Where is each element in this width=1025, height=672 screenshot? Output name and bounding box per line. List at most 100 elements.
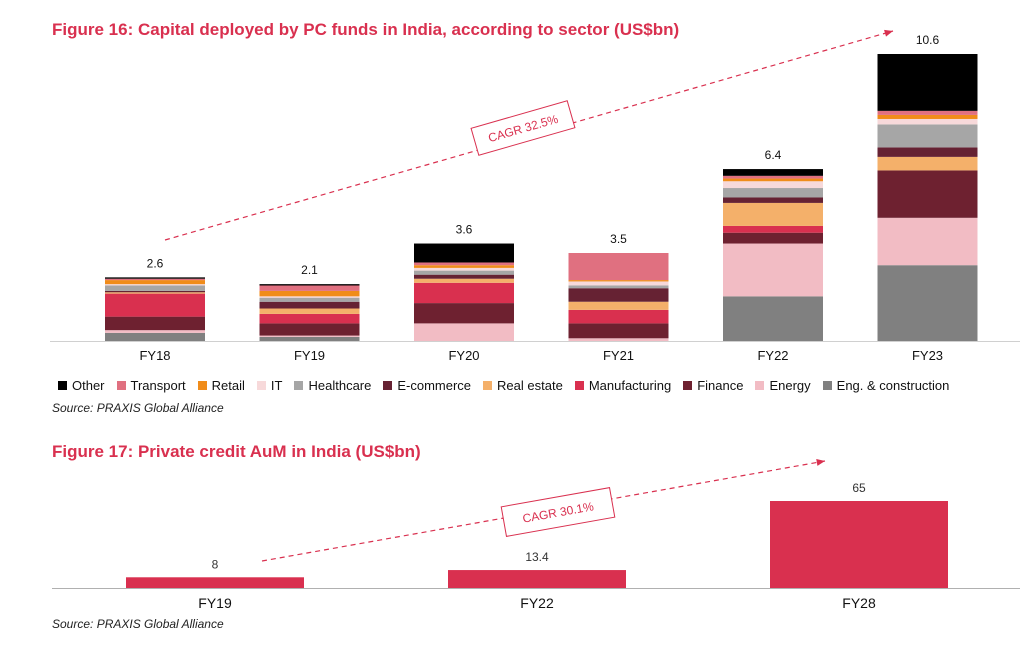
x-tick-label-2-fy19: FY19: [198, 595, 232, 611]
figure16-title: Figure 16: Capital deployed by PC funds …: [52, 20, 680, 39]
bar-segment-fy22-manufacturing: [723, 225, 823, 233]
bar-segment-fy21-energy: [568, 338, 669, 341]
legend-item-retail: Retail: [197, 378, 245, 393]
legend-swatch-e-commerce: [383, 381, 393, 390]
legend-swatch-manufacturing: [574, 381, 584, 390]
bar-segment-fy18-energy: [105, 330, 205, 333]
cagr-arrow-head-2: [816, 458, 825, 466]
bar-segment-fy18-real-estate: [105, 292, 205, 294]
bar-segment-fy21-retail: [568, 280, 669, 282]
value-label-fy19: 8: [212, 557, 219, 571]
bar-segment-fy19-finance: [259, 323, 360, 336]
cagr-box-2: [500, 487, 616, 537]
legend-swatch-retail: [197, 381, 207, 390]
total-label-fy18: 2.6: [147, 256, 164, 270]
x-tick-label-fy19: FY19: [294, 348, 325, 363]
bar-segment-fy19-it: [259, 296, 360, 298]
legend-item-other: Other: [58, 378, 105, 393]
bar-segment-fy22-retail: [723, 178, 823, 182]
bar-fy28: [770, 501, 948, 588]
bar-segment-fy22-healthcare: [723, 188, 823, 198]
x-tick-label-2-fy28: FY28: [842, 595, 876, 611]
bar-segment-fy23-eng-construction: [877, 265, 978, 341]
bar-segment-fy18-manufacturing: [105, 293, 205, 317]
bar-segment-fy18-healthcare: [105, 285, 205, 291]
bar-segment-fy23-it: [877, 118, 978, 125]
legend-label-healthcare: Healthcare: [308, 378, 372, 393]
bar-segment-fy21-real-estate: [568, 301, 669, 310]
legend-item-energy: Energy: [755, 378, 811, 393]
legend-swatch-energy: [755, 381, 765, 390]
x-tick-label-fy18: FY18: [139, 348, 170, 363]
bar-segment-fy19-other: [259, 284, 360, 286]
legend-swatch-finance: [683, 381, 693, 390]
bar-segment-fy18-e-commerce: [105, 290, 205, 293]
bar-segment-fy20-other: [414, 243, 514, 263]
legend-label-it: IT: [270, 378, 283, 393]
figure17-title: Figure 17: Private credit AuM in India (…: [52, 442, 421, 461]
bar-segment-fy23-retail: [877, 114, 978, 119]
legend-item-transport: Transport: [116, 378, 186, 393]
bar-segment-fy22-transport: [723, 175, 823, 179]
legend-item-healthcare: Healthcare: [294, 378, 371, 393]
total-label-fy19: 2.1: [301, 263, 318, 277]
bar-segment-fy23-other: [877, 54, 978, 111]
bar-segment-fy20-real-estate: [414, 278, 514, 283]
bar-segment-fy20-it: [414, 267, 514, 271]
bar-segment-fy19-manufacturing: [259, 313, 360, 324]
figure16-chart: 2.6 FY18 2.1 FY19 3.6 FY20 3.5 FY21 6.4 FY22 10.6 F…: [50, 29, 1020, 363]
figure16-source: Source: PRAXIS Global Alliance: [52, 401, 224, 415]
bar-segment-fy21-finance: [568, 323, 669, 339]
total-label-fy20: 3.6: [456, 223, 473, 237]
bar-fy19: [126, 577, 304, 588]
bar-segment-fy19-real-estate: [259, 308, 360, 314]
bar-segment-fy18-other: [105, 277, 205, 279]
x-tick-label-fy23: FY23: [912, 348, 943, 363]
bar-segment-fy20-manufacturing: [414, 282, 514, 304]
bar-segment-fy23-real-estate: [877, 156, 978, 171]
bar-segment-fy21-transport: [568, 253, 669, 281]
bar-segment-fy20-energy: [414, 323, 514, 341]
bar-segment-fy22-other: [723, 169, 823, 176]
bar-segment-fy22-finance: [723, 232, 823, 244]
total-label-fy21: 3.5: [610, 232, 627, 246]
legend-label-e-commerce: E-commerce: [397, 378, 472, 393]
bar-segment-fy20-healthcare: [414, 270, 514, 275]
bar-segment-fy18-it: [105, 284, 205, 286]
legend-swatch-other: [58, 381, 67, 390]
legend-label-finance: Finance: [697, 378, 744, 393]
bar-segment-fy20-finance: [414, 303, 514, 324]
legend-swatch-healthcare: [294, 381, 304, 390]
bar-segment-fy18-retail: [105, 280, 205, 285]
bar-segment-fy23-transport: [877, 110, 978, 115]
legend-label-other: Other: [72, 378, 105, 393]
bar-segment-fy22-e-commerce: [723, 197, 823, 203]
bar-segment-fy23-finance: [877, 170, 978, 218]
bar-segment-fy21-it: [568, 281, 669, 286]
figure17-source: Source: PRAXIS Global Alliance: [52, 617, 224, 631]
legend-item-finance: Finance: [683, 378, 743, 393]
bar-segment-fy18-eng-construction: [105, 332, 205, 341]
cagr-arrow-head: [884, 29, 893, 37]
cagr-annotation-2: CAGR 30.1%: [500, 487, 616, 537]
legend-swatch-it: [256, 381, 266, 390]
legend-swatch-real-estate: [483, 381, 493, 390]
bar-segment-fy19-retail: [259, 290, 360, 297]
legend-label-manufacturing: Manufacturing: [588, 378, 672, 393]
bar-segment-fy19-transport: [259, 285, 360, 291]
total-label-fy23: 10.6: [916, 33, 940, 47]
bar-segment-fy22-it: [723, 181, 823, 189]
value-label-fy22: 13.4: [525, 550, 549, 564]
bar-segment-fy18-transport: [105, 278, 205, 281]
bar-segment-fy22-real-estate: [723, 202, 823, 226]
value-label-fy28: 65: [852, 481, 866, 495]
legend-label-eng-construction: Eng. & construction: [836, 378, 950, 393]
figure16-legend: Other Transport Retail IT Healthcare E-commer…: [58, 378, 949, 393]
x-tick-label-fy21: FY21: [603, 348, 634, 363]
bar-segment-fy23-healthcare: [877, 124, 978, 148]
bar-segment-fy20-transport: [414, 262, 514, 266]
legend-item-eng-construction: Eng. & construction: [822, 378, 950, 393]
total-label-fy22: 6.4: [765, 148, 782, 162]
x-tick-label-2-fy22: FY22: [520, 595, 554, 611]
